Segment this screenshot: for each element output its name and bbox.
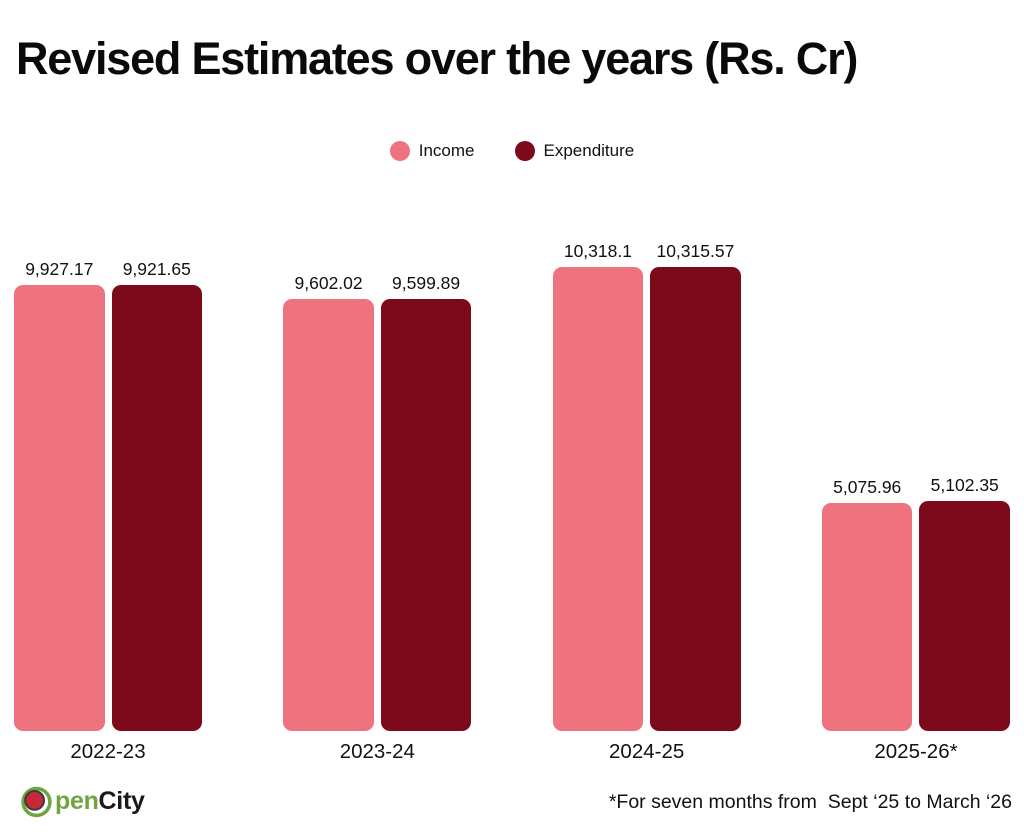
x-axis-label-2023-24: 2023-24 <box>339 739 415 763</box>
bar-expenditure-2023-24 <box>380 299 472 731</box>
bar-column-expenditure: 9,599.89 <box>380 273 472 731</box>
logo-text-city: City <box>98 787 145 815</box>
bar-expenditure-2025-26* <box>919 501 1010 731</box>
legend: Income Expenditure <box>0 141 1024 161</box>
footnote: *For seven months from Sept ‘25 to March… <box>608 791 1012 813</box>
legend-item-expenditure: Expenditure <box>514 141 635 161</box>
bar-group-2023-24: 9,602.02 9,599.89 2023-24 <box>283 273 472 763</box>
bar-expenditure-2024-25 <box>650 267 741 731</box>
bar-column-expenditure: 9,921.65 <box>111 258 202 731</box>
value-label-expenditure-2023-24: 9,599.89 <box>392 273 461 294</box>
chart-title: Revised Estimates over the years (Rs. Cr… <box>16 33 858 84</box>
legend-swatch-icon-income <box>389 141 410 161</box>
value-label-income-2025-26*: 5,075.96 <box>833 476 902 497</box>
bar-expenditure-2022-23 <box>111 284 202 731</box>
bar-column-income: 9,602.02 <box>283 273 374 731</box>
bar-column-income: 10,318.1 <box>552 241 644 731</box>
value-label-expenditure-2024-25: 10,315.57 <box>656 241 735 262</box>
bar-income-2023-24 <box>283 299 374 731</box>
value-label-income-2023-24: 9,602.02 <box>294 273 363 294</box>
bar-column-income: 9,927.17 <box>14 260 105 731</box>
value-label-expenditure-2025-26*: 5,102.35 <box>930 475 999 496</box>
legend-label: Expenditure <box>543 141 635 160</box>
legend-label: Income <box>418 141 475 160</box>
logo-text-pen: pen <box>55 787 99 815</box>
legend-swatch-icon-expenditure <box>514 141 535 161</box>
bar-income-2022-23 <box>14 284 105 731</box>
bar-pair: 5,075.96 5,102.35 <box>821 475 1010 731</box>
value-label-expenditure-2022-23: 9,921.65 <box>122 258 191 279</box>
value-label-income-2022-23: 9,927.17 <box>25 258 94 279</box>
opencity-logo: penCity <box>20 785 145 818</box>
opencity-logo-text: penCity <box>55 785 145 818</box>
plot-area: 9,927.17 9,921.65 2022-23 9,602.02 9,599.89 2… <box>14 242 1010 763</box>
bar-pair: 10,318.1 10,315.57 <box>552 241 741 731</box>
bar-group-2022-23: 9,927.17 9,921.65 2022-23 <box>14 260 202 763</box>
x-axis-label-2022-23: 2022-23 <box>70 739 146 763</box>
bar-pair: 9,602.02 9,599.89 <box>283 273 472 731</box>
opencity-o-icon <box>21 786 52 818</box>
bar-column-expenditure: 10,315.57 <box>650 241 741 731</box>
x-axis-label-2024-25: 2024-25 <box>609 739 685 763</box>
bar-pair: 9,927.17 9,921.65 <box>14 260 202 731</box>
bar-group-2025-26*: 5,075.96 5,102.35 2025-26* <box>821 475 1010 763</box>
bar-column-expenditure: 5,102.35 <box>919 475 1010 731</box>
bar-group-2024-25: 10,318.1 10,315.57 2024-25 <box>552 241 741 763</box>
value-label-income-2024-25: 10,318.1 <box>563 241 632 261</box>
bar-income-2025-26* <box>821 502 913 731</box>
bar-income-2024-25 <box>552 267 644 731</box>
legend-item-income: Income <box>389 141 475 161</box>
x-axis-label-2025-26*: 2025-26* <box>874 739 958 763</box>
bar-column-income: 5,075.96 <box>821 476 913 731</box>
